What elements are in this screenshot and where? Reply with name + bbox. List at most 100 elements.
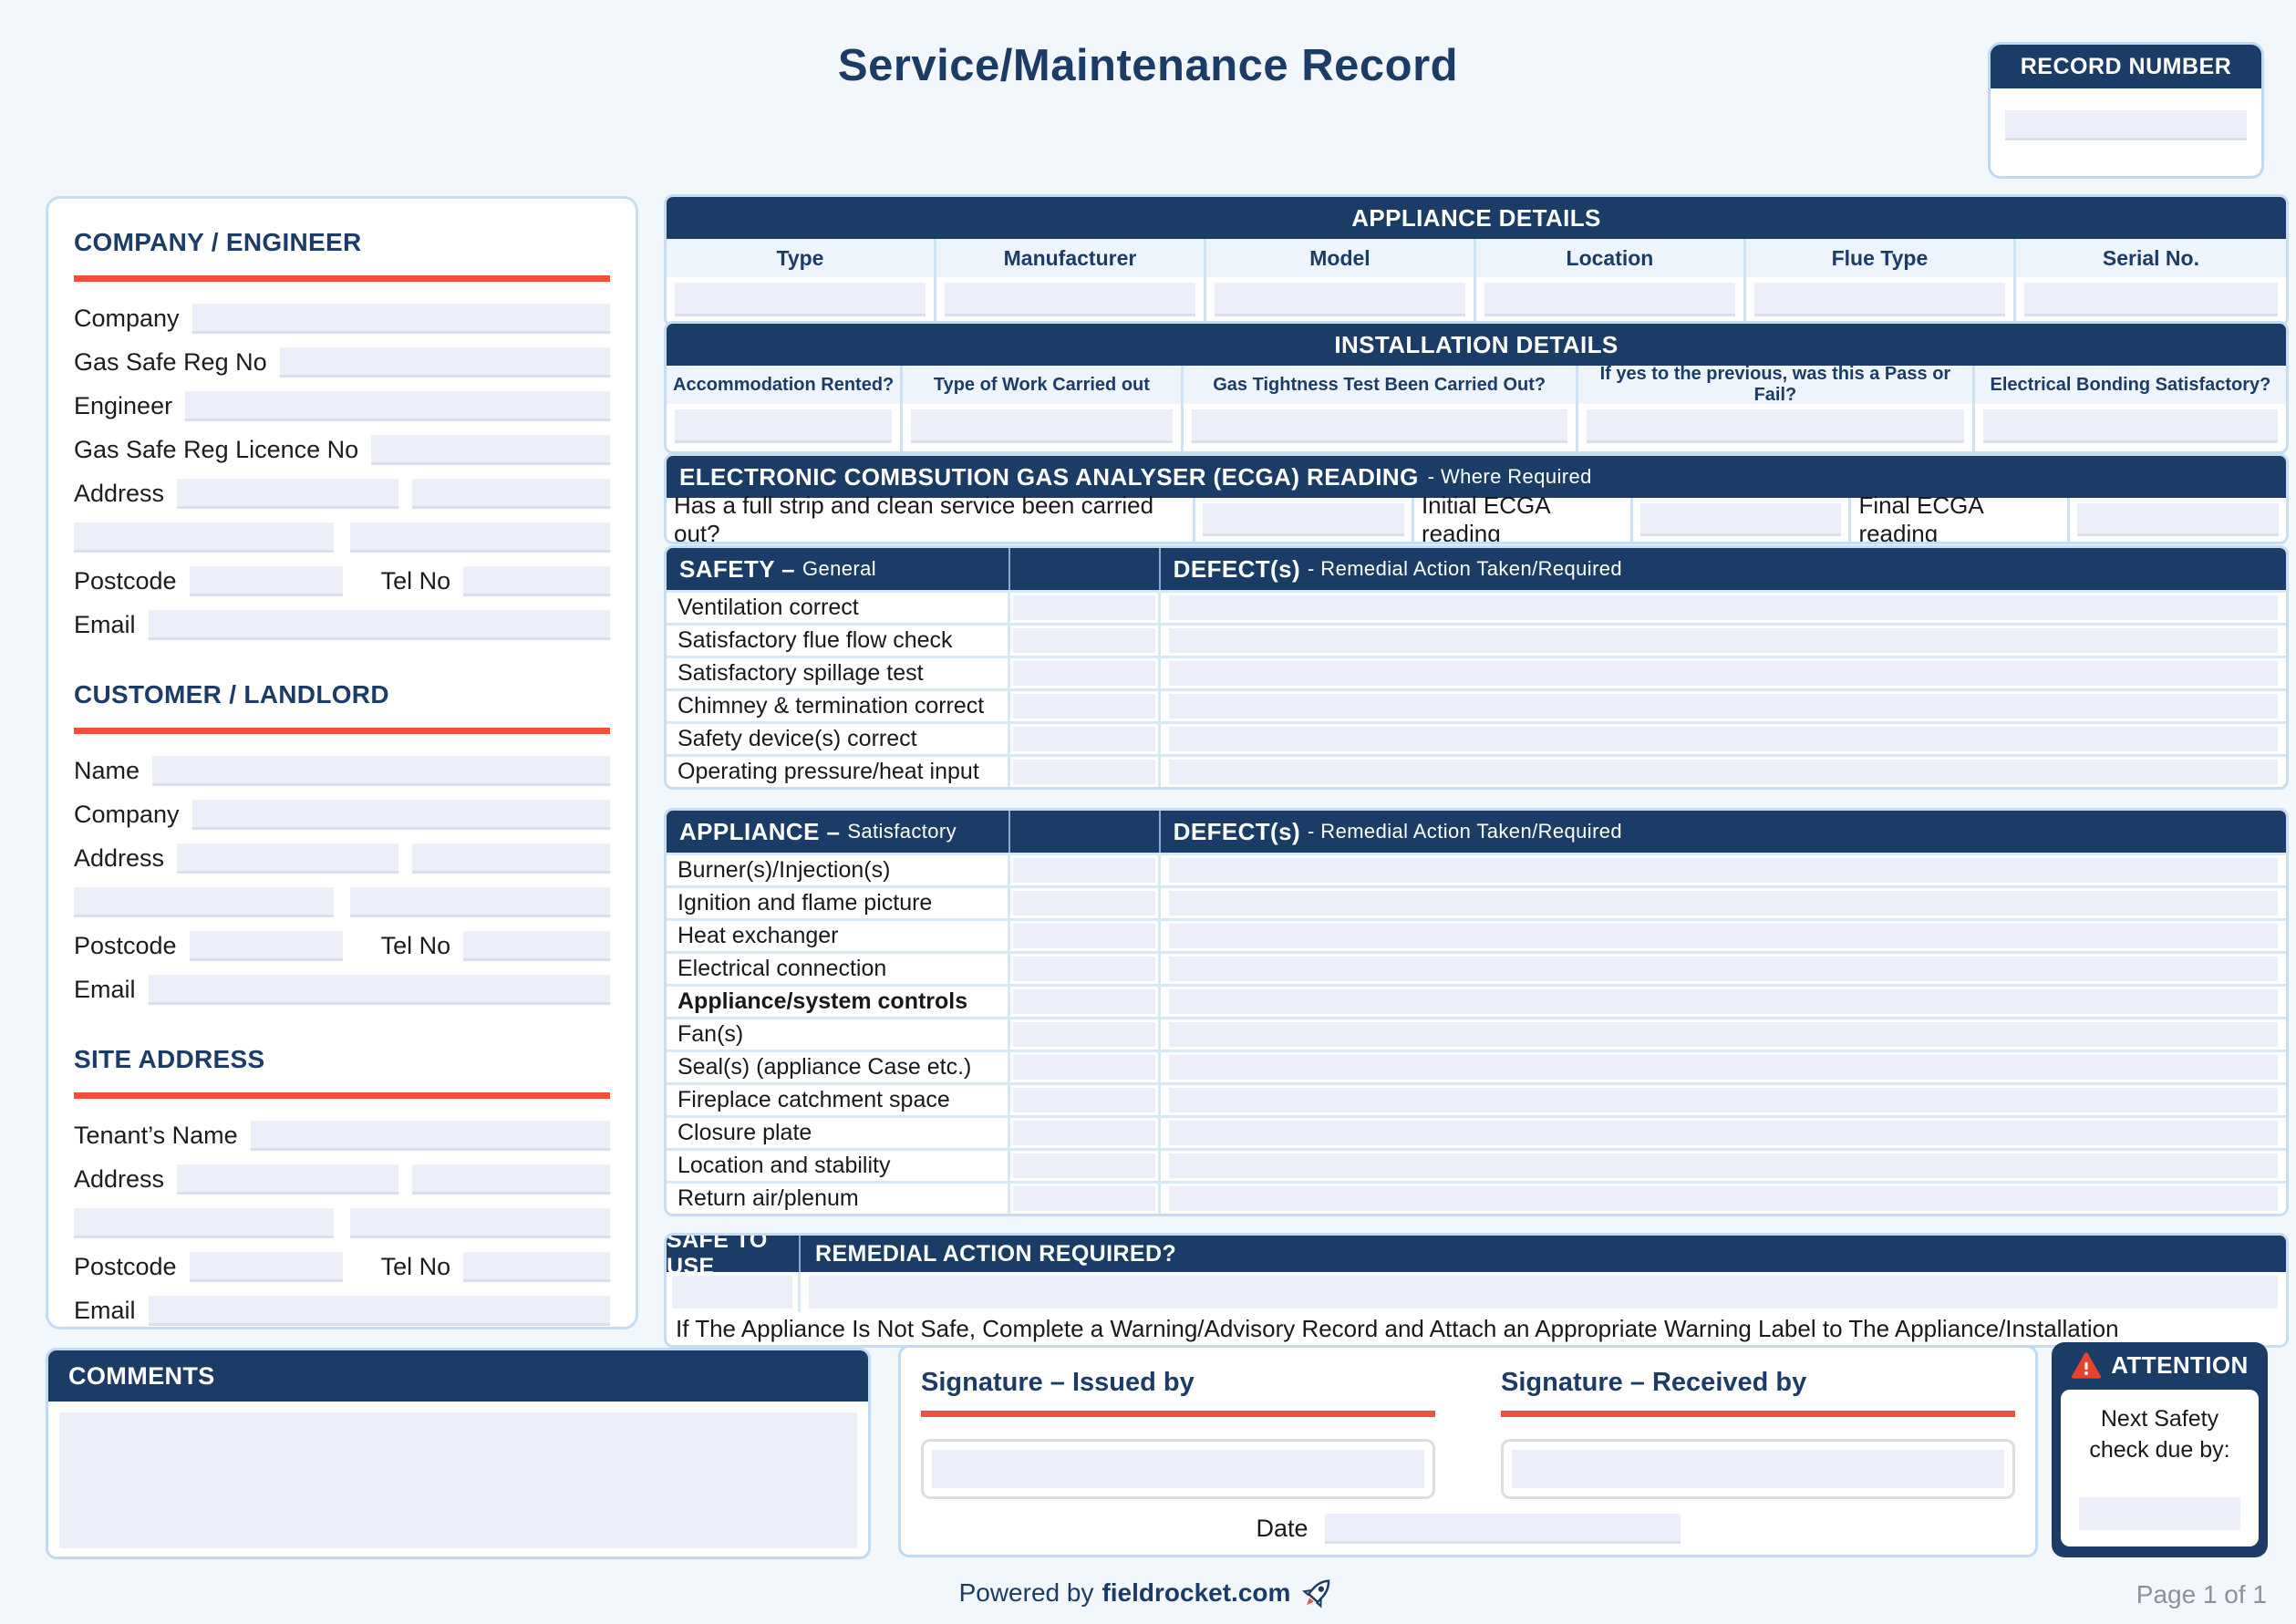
check-input[interactable]	[1013, 628, 1155, 653]
address-line1-input[interactable]	[177, 479, 398, 509]
gas-safe-reg-no-input[interactable]	[280, 347, 610, 378]
address-line3-input[interactable]	[74, 522, 334, 553]
defect-input[interactable]	[1169, 989, 2278, 1014]
check-input[interactable]	[1013, 989, 1155, 1014]
check-input[interactable]	[1013, 1022, 1155, 1047]
row-label: Burner(s)/Injection(s)	[667, 855, 1010, 885]
row-label: Return air/plenum	[667, 1184, 1010, 1214]
defect-input[interactable]	[1169, 694, 2278, 719]
pass-or-fail-input[interactable]	[1587, 409, 1964, 443]
check-input[interactable]	[1013, 957, 1155, 981]
customer-company-input[interactable]	[192, 800, 610, 830]
check-input[interactable]	[1013, 1153, 1155, 1178]
column-header: Electrical Bonding Satisfactory?	[1975, 366, 2286, 404]
appliance-flue-type-input[interactable]	[1754, 283, 2005, 316]
accommodation-rented-input[interactable]	[675, 409, 892, 443]
tel-no-input[interactable]	[463, 566, 610, 596]
customer-email-label: Email	[74, 976, 136, 1004]
check-input[interactable]	[1013, 858, 1155, 883]
check-input[interactable]	[1013, 1121, 1155, 1145]
next-safety-check-input[interactable]	[2079, 1497, 2240, 1530]
email-input[interactable]	[149, 610, 610, 640]
defect-input[interactable]	[1169, 661, 2278, 686]
customer-address-line4-input[interactable]	[350, 887, 610, 917]
check-input[interactable]	[1013, 694, 1155, 719]
check-input[interactable]	[1013, 891, 1155, 915]
check-input[interactable]	[1013, 1055, 1155, 1080]
site-address-line3-input[interactable]	[74, 1208, 334, 1238]
defect-input[interactable]	[1169, 891, 2278, 915]
brand-link[interactable]: fieldrocket.com	[1101, 1578, 1290, 1608]
customer-address-line2-input[interactable]	[412, 843, 610, 874]
record-number-input[interactable]	[2005, 110, 2247, 140]
final-ecga-input[interactable]	[2077, 503, 2279, 536]
check-input[interactable]	[1013, 727, 1155, 751]
defect-input[interactable]	[1169, 1055, 2278, 1080]
row-label: Operating pressure/heat input	[667, 757, 1010, 787]
defect-input[interactable]	[1169, 858, 2278, 883]
check-input[interactable]	[1013, 1186, 1155, 1211]
appliance-manufacturer-input[interactable]	[945, 283, 1195, 316]
defect-input[interactable]	[1169, 1022, 2278, 1047]
check-input[interactable]	[1013, 661, 1155, 686]
site-address-line2-input[interactable]	[412, 1164, 610, 1195]
remedial-action-input[interactable]	[809, 1276, 2278, 1309]
defect-input[interactable]	[1169, 628, 2278, 653]
site-address-line1-input[interactable]	[177, 1164, 398, 1195]
table-row: Closure plate	[667, 1115, 2286, 1148]
check-input[interactable]	[1013, 1088, 1155, 1112]
defect-input[interactable]	[1169, 957, 2278, 981]
company-input[interactable]	[192, 304, 610, 334]
customer-tel-no-input[interactable]	[463, 931, 610, 961]
customer-address-line1-input[interactable]	[177, 843, 398, 874]
defect-input[interactable]	[1169, 1153, 2278, 1178]
defect-input[interactable]	[1169, 595, 2278, 620]
record-number-body	[1991, 88, 2261, 140]
defect-input[interactable]	[1169, 1088, 2278, 1112]
tenants-name-input[interactable]	[251, 1121, 610, 1151]
signature-issued-box[interactable]	[921, 1439, 1435, 1499]
appliance-type-input[interactable]	[675, 283, 926, 316]
customer-postcode-input[interactable]	[190, 931, 343, 961]
check-input[interactable]	[1013, 760, 1155, 784]
site-tel-no-input[interactable]	[463, 1252, 610, 1282]
engineer-input[interactable]	[185, 391, 610, 421]
customer-email-input[interactable]	[149, 975, 610, 1005]
type-of-work-input[interactable]	[911, 409, 1172, 443]
defect-input[interactable]	[1169, 924, 2278, 948]
check-input[interactable]	[1013, 924, 1155, 948]
defect-input[interactable]	[1169, 1186, 2278, 1211]
signature-issued-input[interactable]	[932, 1450, 1424, 1488]
appliance-model-input[interactable]	[1215, 283, 1465, 316]
customer-address-line3-input[interactable]	[74, 887, 334, 917]
attention-box: ATTENTION Next Safety check due by:	[2052, 1342, 2268, 1557]
full-strip-clean-input[interactable]	[1203, 503, 1404, 536]
row-label: Satisfactory flue flow check	[667, 626, 1010, 656]
postcode-input[interactable]	[190, 566, 343, 596]
site-address-line4-input[interactable]	[350, 1208, 610, 1238]
defect-input[interactable]	[1169, 1121, 2278, 1145]
appliance-serial-no-input[interactable]	[2024, 283, 2278, 316]
comments-textarea[interactable]	[59, 1412, 857, 1548]
site-email-input[interactable]	[149, 1296, 610, 1326]
signature-received-input[interactable]	[1512, 1450, 2004, 1488]
initial-ecga-input[interactable]	[1640, 503, 1842, 536]
ecga-header-note: - Where Required	[1428, 465, 1592, 489]
defect-input[interactable]	[1169, 727, 2278, 751]
gas-tightness-test-input[interactable]	[1192, 409, 1567, 443]
row-label: Ignition and flame picture	[667, 888, 1010, 918]
address-line2-input[interactable]	[412, 479, 610, 509]
site-postcode-input[interactable]	[190, 1252, 343, 1282]
table-row: Satisfactory flue flow check	[667, 623, 2286, 656]
electrical-bonding-input[interactable]	[1983, 409, 2278, 443]
gas-safe-reg-licence-no-input[interactable]	[371, 435, 610, 465]
appliance-location-input[interactable]	[1484, 283, 1735, 316]
date-input[interactable]	[1325, 1514, 1681, 1544]
defect-input[interactable]	[1169, 760, 2278, 784]
address-line4-input[interactable]	[350, 522, 610, 553]
customer-name-input[interactable]	[152, 756, 610, 786]
check-input[interactable]	[1013, 595, 1155, 620]
table-row: Operating pressure/heat input	[667, 754, 2286, 787]
signature-received-box[interactable]	[1501, 1439, 2015, 1499]
safe-to-use-input[interactable]	[672, 1276, 792, 1309]
